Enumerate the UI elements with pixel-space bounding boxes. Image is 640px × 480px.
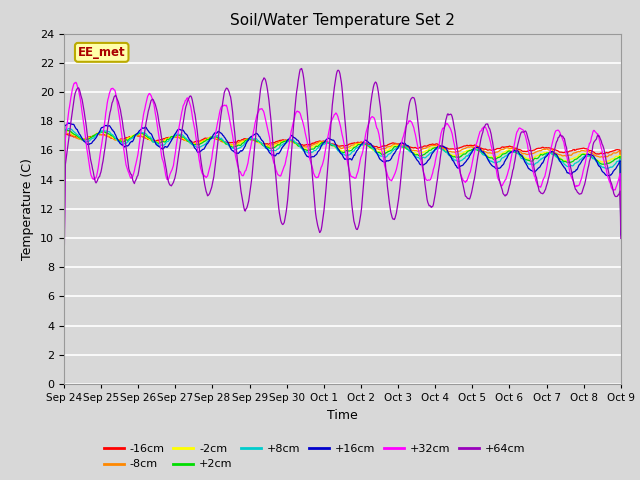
- +2cm: [60, 212, 68, 218]
- Legend: -16cm, -8cm, -2cm, +2cm, +8cm, +16cm, +32cm, +64cm: -16cm, -8cm, -2cm, +2cm, +8cm, +16cm, +3…: [104, 444, 525, 469]
- -2cm: [61, 128, 69, 133]
- Line: -8cm: -8cm: [64, 133, 621, 229]
- -16cm: [384, 142, 392, 147]
- +32cm: [384, 174, 392, 180]
- -2cm: [415, 151, 423, 156]
- +2cm: [415, 153, 423, 159]
- Line: +64cm: +64cm: [64, 69, 621, 276]
- Title: Soil/Water Temperature Set 2: Soil/Water Temperature Set 2: [230, 13, 455, 28]
- -16cm: [60, 214, 68, 220]
- +16cm: [540, 157, 548, 163]
- -2cm: [60, 212, 68, 218]
- +32cm: [617, 222, 625, 228]
- +2cm: [483, 154, 491, 159]
- -8cm: [60, 214, 68, 220]
- -16cm: [415, 145, 423, 151]
- +16cm: [617, 232, 625, 238]
- +16cm: [60, 209, 68, 215]
- -8cm: [384, 144, 392, 150]
- +2cm: [95, 130, 102, 136]
- -2cm: [399, 143, 406, 149]
- +2cm: [617, 229, 625, 235]
- +8cm: [483, 155, 491, 161]
- +8cm: [60, 211, 68, 217]
- +8cm: [95, 131, 102, 136]
- +32cm: [399, 135, 406, 141]
- -2cm: [617, 228, 625, 234]
- -8cm: [415, 148, 423, 154]
- -2cm: [483, 152, 491, 158]
- -8cm: [483, 150, 491, 156]
- Line: +32cm: +32cm: [64, 82, 621, 264]
- +32cm: [72, 79, 80, 85]
- +32cm: [540, 175, 548, 180]
- Line: -2cm: -2cm: [64, 131, 621, 231]
- +64cm: [60, 274, 68, 279]
- -16cm: [399, 141, 406, 146]
- +16cm: [384, 158, 392, 164]
- Line: +2cm: +2cm: [64, 130, 621, 232]
- Line: +8cm: +8cm: [64, 129, 621, 234]
- -2cm: [384, 147, 392, 153]
- X-axis label: Time: Time: [327, 408, 358, 421]
- -16cm: [483, 147, 491, 153]
- -2cm: [540, 149, 548, 155]
- -16cm: [61, 131, 68, 137]
- -8cm: [540, 146, 548, 152]
- -8cm: [95, 131, 102, 137]
- Line: +16cm: +16cm: [64, 123, 621, 235]
- +16cm: [415, 161, 423, 167]
- +2cm: [399, 144, 406, 150]
- +64cm: [399, 156, 406, 162]
- +32cm: [95, 160, 102, 166]
- +64cm: [94, 175, 102, 181]
- -16cm: [95, 132, 102, 138]
- +8cm: [384, 152, 392, 157]
- +32cm: [415, 152, 423, 157]
- Y-axis label: Temperature (C): Temperature (C): [22, 158, 35, 260]
- -2cm: [95, 130, 102, 136]
- +2cm: [384, 149, 392, 155]
- +2cm: [61, 127, 69, 132]
- +64cm: [540, 189, 548, 195]
- Line: -16cm: -16cm: [64, 134, 621, 228]
- +32cm: [60, 261, 68, 266]
- +16cm: [483, 155, 491, 160]
- -8cm: [617, 227, 625, 232]
- +64cm: [483, 121, 491, 127]
- +16cm: [65, 120, 73, 126]
- +64cm: [617, 236, 625, 241]
- -8cm: [63, 131, 70, 136]
- +2cm: [540, 151, 548, 157]
- +8cm: [540, 155, 548, 160]
- +64cm: [384, 189, 392, 195]
- -16cm: [617, 225, 625, 231]
- -8cm: [399, 143, 406, 148]
- +64cm: [415, 133, 423, 139]
- +32cm: [483, 128, 491, 133]
- +64cm: [298, 66, 305, 72]
- +8cm: [65, 126, 73, 132]
- +16cm: [95, 130, 102, 136]
- Text: EE_met: EE_met: [78, 46, 125, 59]
- -16cm: [540, 145, 548, 151]
- +16cm: [399, 141, 406, 146]
- +8cm: [617, 231, 625, 237]
- +8cm: [399, 143, 406, 149]
- +8cm: [415, 156, 423, 161]
